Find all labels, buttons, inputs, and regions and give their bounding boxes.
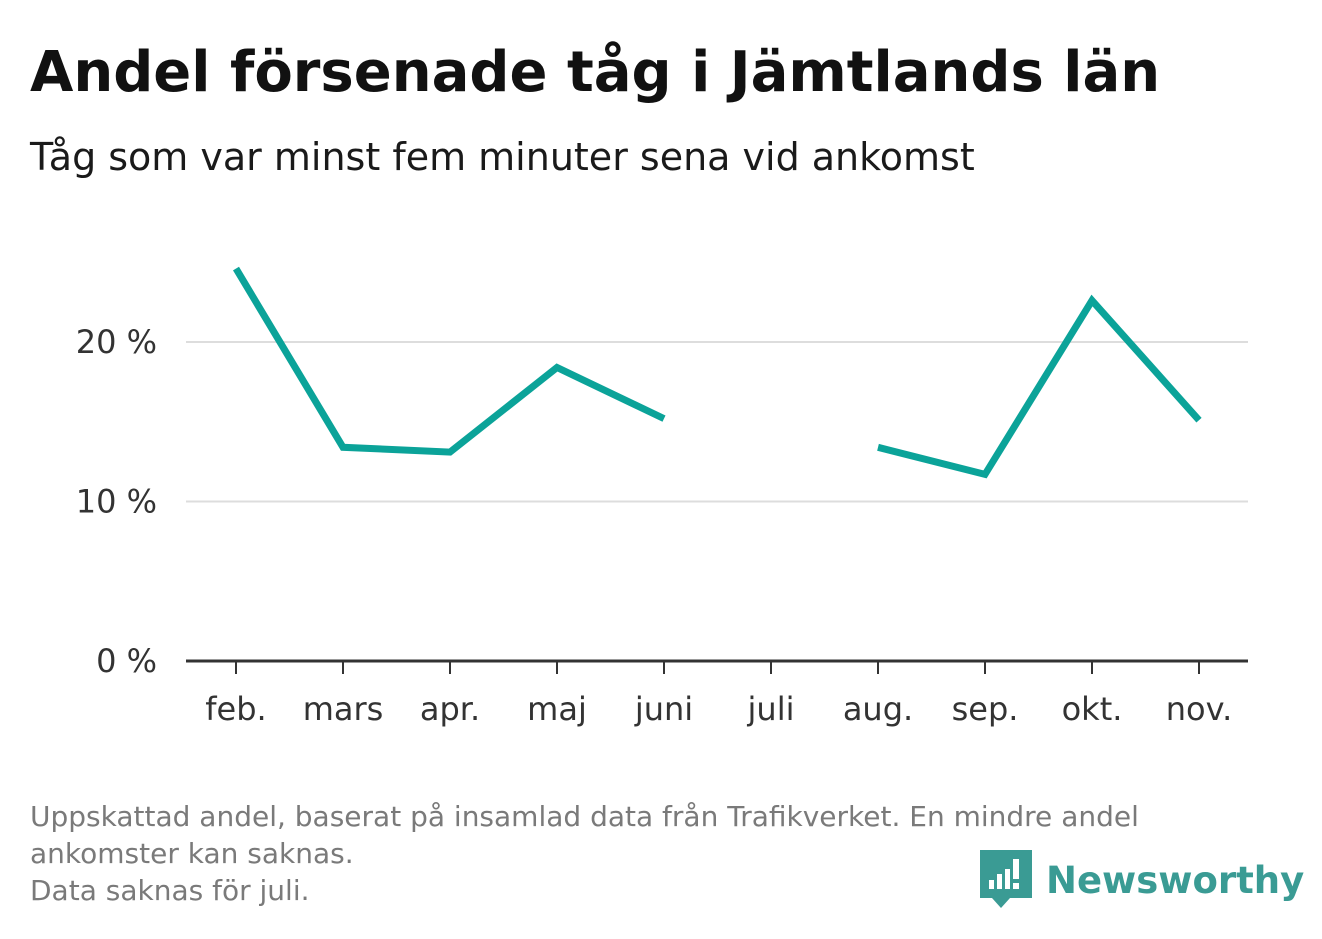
newsworthy-logo-icon [980, 850, 1032, 908]
chart-subtitle: Tåg som var minst fem minuter sena vid a… [30, 135, 975, 179]
series-line-segment [877, 294, 1202, 479]
y-axis-ticks: 0 % 10 % 20 % [76, 323, 157, 680]
x-tick-label: apr. [420, 690, 480, 728]
brand-name: Newsworthy [1046, 858, 1305, 902]
chart-title: Andel försenade tåg i Jämtlands län [30, 40, 1161, 105]
newsworthy-brand: Newsworthy [980, 850, 1304, 910]
x-tick-label: juni [634, 690, 693, 728]
x-tick-label: juli [747, 690, 795, 728]
y-tick-label: 20 % [76, 323, 157, 361]
x-tick-label: aug. [843, 690, 913, 728]
line-chart: 0 % 10 % 20 % feb. mars apr. maj juni juli aug. s… [76, 266, 1248, 728]
footnote-line: Uppskattad andel, baserat på insamlad da… [30, 800, 1139, 833]
footnote-line: Data saknas för juli. [30, 874, 310, 907]
x-tick-label: okt. [1062, 690, 1123, 728]
series-line-segment [232, 266, 666, 456]
footnote-line: ankomster kan saknas. [30, 837, 354, 870]
y-tick-label: 10 % [76, 483, 157, 521]
series-lines [232, 266, 1202, 479]
y-tick-label: 0 % [96, 642, 157, 680]
x-tick-label: sep. [952, 690, 1019, 728]
x-tick-label: mars [303, 690, 384, 728]
x-axis-ticks: feb. mars apr. maj juni juli aug. sep. okt. nov. [205, 661, 1232, 728]
x-tick-label: maj [527, 690, 587, 728]
footnote: Uppskattad andel, baserat på insamlad da… [30, 798, 1290, 909]
gridlines [186, 341, 1248, 503]
x-tick-label: feb. [205, 690, 266, 728]
x-tick-label: nov. [1166, 690, 1232, 728]
